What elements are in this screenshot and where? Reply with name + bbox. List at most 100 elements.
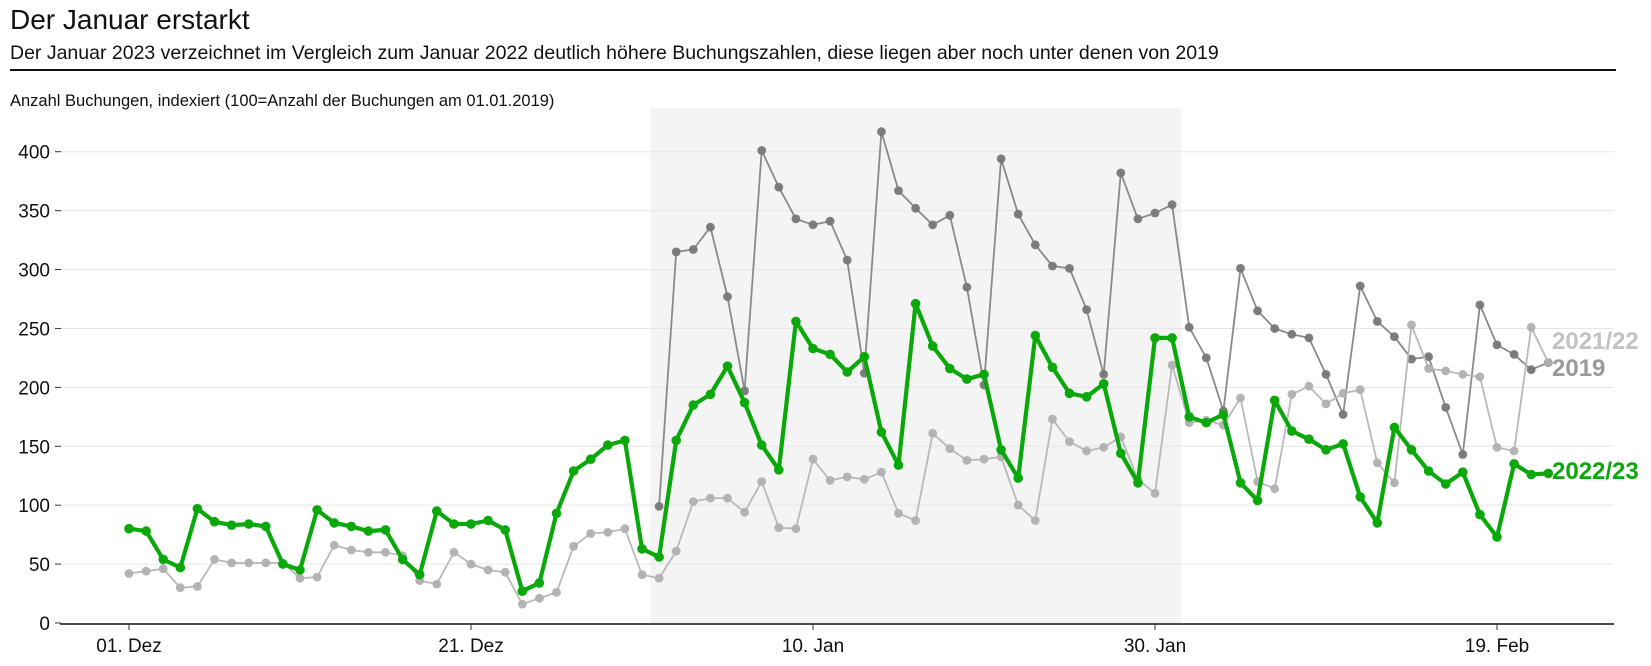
data-point-2021-22 bbox=[723, 493, 732, 503]
data-point-2021-22 bbox=[859, 474, 869, 484]
data-point-2021-22 bbox=[637, 570, 647, 580]
data-point-2021-22 bbox=[825, 476, 835, 485]
data-point-2022-23 bbox=[927, 341, 938, 351]
data-point-2022-23 bbox=[756, 440, 767, 450]
data-point-2021-22 bbox=[877, 467, 886, 477]
x-tick-label: 01. Dez bbox=[96, 636, 161, 657]
data-point-2022-23 bbox=[671, 435, 681, 446]
data-point-2022-23 bbox=[859, 351, 870, 362]
data-point-2021-22 bbox=[158, 564, 168, 574]
data-point-2022-23 bbox=[1406, 445, 1417, 455]
data-point-2022-23 bbox=[500, 525, 511, 535]
data-point-2022-23 bbox=[192, 503, 203, 514]
data-point-2021-22 bbox=[706, 493, 715, 503]
data-point-2022-23 bbox=[1389, 422, 1400, 433]
data-point-2019 bbox=[1372, 317, 1382, 326]
data-point-2019 bbox=[1441, 403, 1451, 412]
data-point-2021-22 bbox=[500, 567, 510, 577]
data-point-2021-22 bbox=[329, 540, 339, 550]
data-point-2019 bbox=[1509, 350, 1519, 359]
data-point-2019 bbox=[996, 154, 1006, 164]
data-point-2019 bbox=[1201, 353, 1211, 363]
data-point-2022-23 bbox=[432, 506, 442, 516]
data-point-2019 bbox=[757, 146, 767, 155]
data-point-2021-22 bbox=[1390, 478, 1399, 488]
data-point-2019 bbox=[688, 245, 698, 254]
data-point-2021-22 bbox=[1509, 446, 1519, 456]
data-point-2019 bbox=[945, 210, 955, 220]
data-point-2021-22 bbox=[620, 524, 630, 534]
data-point-2022-23 bbox=[1440, 479, 1451, 489]
data-point-2021-22 bbox=[432, 579, 442, 589]
data-point-2022-23 bbox=[1509, 459, 1519, 469]
data-point-2022-23 bbox=[774, 465, 784, 475]
data-point-2022-23 bbox=[414, 569, 425, 580]
data-point-2021-22 bbox=[210, 555, 219, 564]
data-point-2021-22 bbox=[962, 456, 972, 465]
data-point-2022-23 bbox=[876, 427, 887, 437]
data-point-2019 bbox=[1150, 208, 1160, 218]
data-point-2022-23 bbox=[654, 552, 664, 562]
data-point-2021-22 bbox=[1099, 443, 1109, 452]
data-point-2022-23 bbox=[1150, 333, 1160, 343]
data-point-2019 bbox=[1270, 324, 1280, 333]
data-point-2019 bbox=[1048, 261, 1057, 271]
data-point-2022-23 bbox=[1252, 495, 1263, 506]
data-point-2019 bbox=[654, 502, 664, 511]
data-point-2022-23 bbox=[449, 519, 459, 529]
data-point-2022-23 bbox=[363, 526, 374, 536]
data-point-2022-23 bbox=[295, 565, 305, 575]
data-point-2019 bbox=[1424, 352, 1433, 362]
data-point-2022-23 bbox=[1184, 412, 1194, 422]
data-point-2022-23 bbox=[397, 554, 408, 565]
data-point-2021-22 bbox=[894, 509, 903, 518]
data-point-2019 bbox=[1167, 200, 1177, 210]
data-point-2021-22 bbox=[791, 524, 801, 534]
data-point-2021-22 bbox=[945, 444, 955, 453]
data-point-2022-23 bbox=[1235, 478, 1246, 488]
data-point-2019 bbox=[1338, 410, 1348, 419]
data-point-2022-23 bbox=[568, 466, 579, 476]
data-point-2022-23 bbox=[346, 521, 357, 532]
data-point-2021-22 bbox=[517, 599, 527, 609]
data-point-2019 bbox=[962, 282, 972, 292]
y-tick-label: 100 bbox=[18, 496, 50, 517]
data-point-2022-23 bbox=[1269, 395, 1280, 406]
data-point-2022-23 bbox=[1355, 492, 1365, 502]
data-point-2019 bbox=[1082, 305, 1091, 314]
data-point-2021-22 bbox=[1270, 484, 1280, 494]
data-point-2021-22 bbox=[1065, 437, 1074, 446]
data-point-2021-22 bbox=[1287, 390, 1297, 399]
data-point-2022-23 bbox=[380, 525, 391, 535]
data-point-2021-22 bbox=[175, 583, 185, 593]
data-point-2022-23 bbox=[551, 508, 562, 519]
data-point-2021-22 bbox=[1475, 372, 1485, 382]
data-point-2021-22 bbox=[261, 558, 271, 568]
data-point-2022-23 bbox=[603, 440, 613, 450]
data-point-2021-22 bbox=[449, 547, 459, 557]
data-point-2019 bbox=[1030, 240, 1040, 250]
data-point-2022-23 bbox=[620, 435, 630, 446]
data-point-2021-22 bbox=[654, 573, 664, 583]
data-point-2019 bbox=[791, 214, 801, 224]
data-point-2022-23 bbox=[825, 349, 835, 360]
data-point-2022-23 bbox=[893, 460, 904, 470]
data-point-2021-22 bbox=[1458, 370, 1468, 379]
x-tick-label: 30. Jan bbox=[1124, 636, 1186, 657]
data-point-2019 bbox=[1526, 365, 1536, 375]
data-point-2022-23 bbox=[910, 298, 921, 309]
data-point-2022-23 bbox=[1526, 469, 1536, 480]
data-point-2022-23 bbox=[1047, 362, 1058, 373]
data-point-2022-23 bbox=[329, 518, 340, 528]
data-point-2022-23 bbox=[517, 586, 528, 596]
y-tick-label: 150 bbox=[18, 437, 50, 458]
data-point-2021-22 bbox=[842, 472, 852, 482]
data-point-2022-23 bbox=[1321, 445, 1331, 455]
data-point-2019 bbox=[723, 292, 732, 301]
data-point-2019 bbox=[1321, 370, 1331, 379]
data-point-2022-23 bbox=[243, 519, 254, 529]
data-point-2021-22 bbox=[1048, 414, 1057, 424]
header-divider bbox=[10, 69, 1616, 71]
data-point-2022-23 bbox=[585, 454, 596, 465]
